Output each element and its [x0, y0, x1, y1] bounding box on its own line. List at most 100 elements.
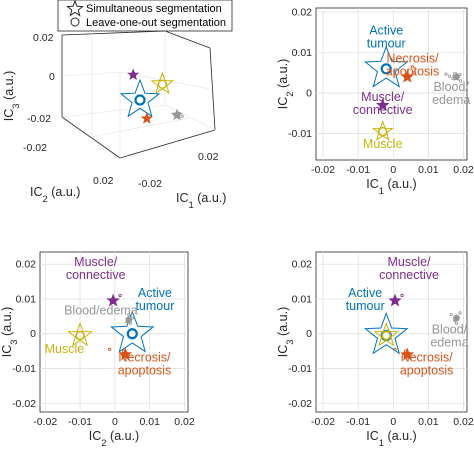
panel-d-ytick-label: 0 — [306, 328, 312, 340]
panel-b-xtick-label: 0.01 — [418, 164, 439, 176]
legend-star-marker — [66, 0, 84, 17]
panel-d-marks — [363, 293, 462, 361]
panel-b-labels: Active tumourNecrosis/apoptosisBlood/edem… — [353, 23, 471, 150]
panel-d-xtick-label: 0 — [390, 416, 396, 428]
panel-a-x-axis-line — [119, 129, 216, 159]
panel-b-ticks: -0.02 -0.01 0 0.01 0.02 -0.01 0 0.01 0.02 — [288, 7, 474, 176]
panel-b-ytick-label: -0.01 — [288, 128, 312, 140]
panel-d-labels: Muscle/connective Active tumour Blood/edema… — [346, 255, 469, 378]
legend-circle-label: Leave-one-out segmentation — [86, 17, 226, 29]
panel-d-xlabel: IC1 (a.u.) — [366, 429, 416, 449]
panel-b-marks — [363, 45, 463, 141]
active-tumour-label: Active tumour — [367, 23, 406, 50]
panel-b-ytick-label: 0.01 — [292, 47, 313, 59]
panel-c-axes-frame — [39, 251, 189, 413]
panel-a-ytick-0: -0.02 — [23, 142, 47, 154]
legend-circle-marker — [70, 17, 80, 27]
muscle-connective-label: Muscle/connective — [353, 90, 413, 117]
panel-c-ic2-vs-ic3: -0.02 -0.01 0 0.01 0.02 -0.02 -0.01 0 0.01 0.02 I… — [0, 251, 195, 449]
panel-b-axes-frame — [315, 7, 468, 161]
panel-d-axes-frame — [315, 251, 468, 413]
necrosis-label: Necrosis/apoptosis — [118, 351, 172, 378]
necrosis-circle-marker — [404, 351, 411, 358]
panel-b-grid — [316, 8, 467, 160]
panel-c-labels: Muscle/connective Active tumourBlood/edema… — [45, 255, 175, 378]
blood-outlier-point — [180, 114, 184, 118]
blood-label: Blood/edema — [432, 80, 470, 107]
necrosis-circle-marker — [143, 115, 150, 122]
panel-c-ytick-label: 0 — [30, 328, 36, 340]
panel-a-ztick-0: 0.02 — [33, 32, 54, 44]
panel-a-ylabel: IC2 (a.u.) — [30, 185, 80, 205]
muscle-connective-circle-marker — [379, 101, 387, 109]
panel-b-ytick-label: 0 — [306, 88, 312, 100]
panel-a-zlabel: IC3 (a.u.) — [2, 71, 22, 121]
muscle-connective-label: Muscle/connective — [66, 255, 126, 282]
muscle-circle-marker — [377, 126, 388, 137]
panel-c-ytick-label: 0.02 — [16, 259, 37, 271]
active-tumour-star-marker — [363, 312, 409, 355]
muscle-connective-circle-marker — [130, 71, 137, 78]
necrosis-circle-marker — [404, 73, 411, 81]
panel-c-ytick-label: -0.01 — [12, 363, 36, 375]
panel-b-xtick-label: 0 — [390, 164, 396, 176]
panel-b-xlabel: IC1 (a.u.) — [366, 177, 416, 197]
panel-c-ylabel: IC3 (a.u.) — [0, 307, 20, 357]
panel-b-ic1-vs-ic2: -0.02 -0.01 0 0.01 0.02 -0.01 0 0.01 0.02 IC1 (a… — [276, 7, 474, 197]
muscle-circle-marker — [157, 79, 168, 89]
panel-c-xtick-label: 0.02 — [174, 416, 195, 428]
active-tumour-star-marker — [119, 78, 161, 118]
blood-outlier-point — [444, 72, 448, 76]
panel-d-ytick-label: 0.02 — [292, 259, 313, 271]
muscle-label: Muscle — [363, 137, 403, 151]
panel-a-ytick-1: 0.02 — [93, 175, 114, 187]
panel-a-grid — [61, 31, 216, 158]
active-tumour-star-marker — [110, 310, 155, 353]
blood-outlier-point — [459, 79, 463, 83]
blood-outlier-point — [458, 311, 462, 315]
necrosis-label: Necrosis/apoptosis — [386, 52, 440, 79]
panel-a-ztick-2: -0.02 — [27, 113, 51, 125]
muscle-connective-outlier-point — [118, 293, 122, 298]
panel-a-top-right-edge — [164, 30, 211, 49]
blood-outlier-point — [449, 313, 453, 317]
panel-d-xtick-label: -0.02 — [311, 416, 335, 428]
panel-a-xlabel: IC1 (a.u.) — [176, 191, 226, 211]
panel-b-ylabel: IC2 (a.u.) — [276, 59, 296, 109]
blood-circle-marker — [453, 314, 460, 322]
panel-d-ytick-label: -0.01 — [288, 363, 312, 375]
muscle-connective-outlier-point — [400, 293, 404, 298]
active-tumour-circle-marker — [134, 94, 146, 106]
blood-circle-marker — [125, 316, 133, 324]
necrosis-label: Necrosis/apoptosis — [400, 351, 454, 378]
panel-a-3d-plot: Simultaneous segmentation Leave-one-out … — [2, 0, 233, 211]
panel-a-back-edge-top — [61, 30, 166, 36]
panel-c-xtick-label: 0.01 — [139, 416, 160, 428]
muscle-star-marker — [150, 71, 175, 95]
panel-c-ytick-label: 0.01 — [16, 293, 37, 305]
blood-label: Blood/edema — [64, 304, 138, 318]
panel-d-xtick-label: 0.02 — [453, 416, 474, 428]
panel-d-xtick-label: 0.01 — [418, 416, 439, 428]
blood-outlier-point — [454, 321, 459, 325]
panel-c-xtick-label: -0.02 — [33, 416, 57, 428]
necrosis-circle-marker — [122, 351, 129, 358]
blood-label: Blood/edema — [430, 323, 468, 350]
panel-d-ticks: -0.02 -0.01 0 0.01 0.02 -0.02 -0.01 0 0.01 0.02 — [288, 259, 474, 428]
panel-d-grid — [316, 252, 467, 412]
necrosis-outlier-point — [410, 65, 415, 69]
panel-b-xtick-label: -0.01 — [346, 164, 370, 176]
panel-b-xtick-label: -0.02 — [311, 164, 335, 176]
active-tumour-label: Active tumour — [346, 286, 385, 313]
panel-c-xtick-label: -0.01 — [68, 416, 92, 428]
panel-c-xlabel: IC2 (a.u.) — [89, 429, 139, 449]
legend-star-label: Simultaneous segmentation — [86, 3, 222, 15]
panel-b-ytick-label: 0.02 — [292, 7, 313, 19]
panel-a-box — [61, 30, 216, 159]
panel-d-ylabel: IC3 (a.u.) — [276, 307, 296, 357]
panel-d-ytick-label: 0.01 — [292, 293, 313, 305]
muscle-star-marker — [373, 322, 400, 347]
panel-c-ticks: -0.02 -0.01 0 0.01 0.02 -0.02 -0.01 0 0.01 0.02 — [12, 259, 195, 428]
muscle-connective-circle-marker — [109, 297, 117, 304]
